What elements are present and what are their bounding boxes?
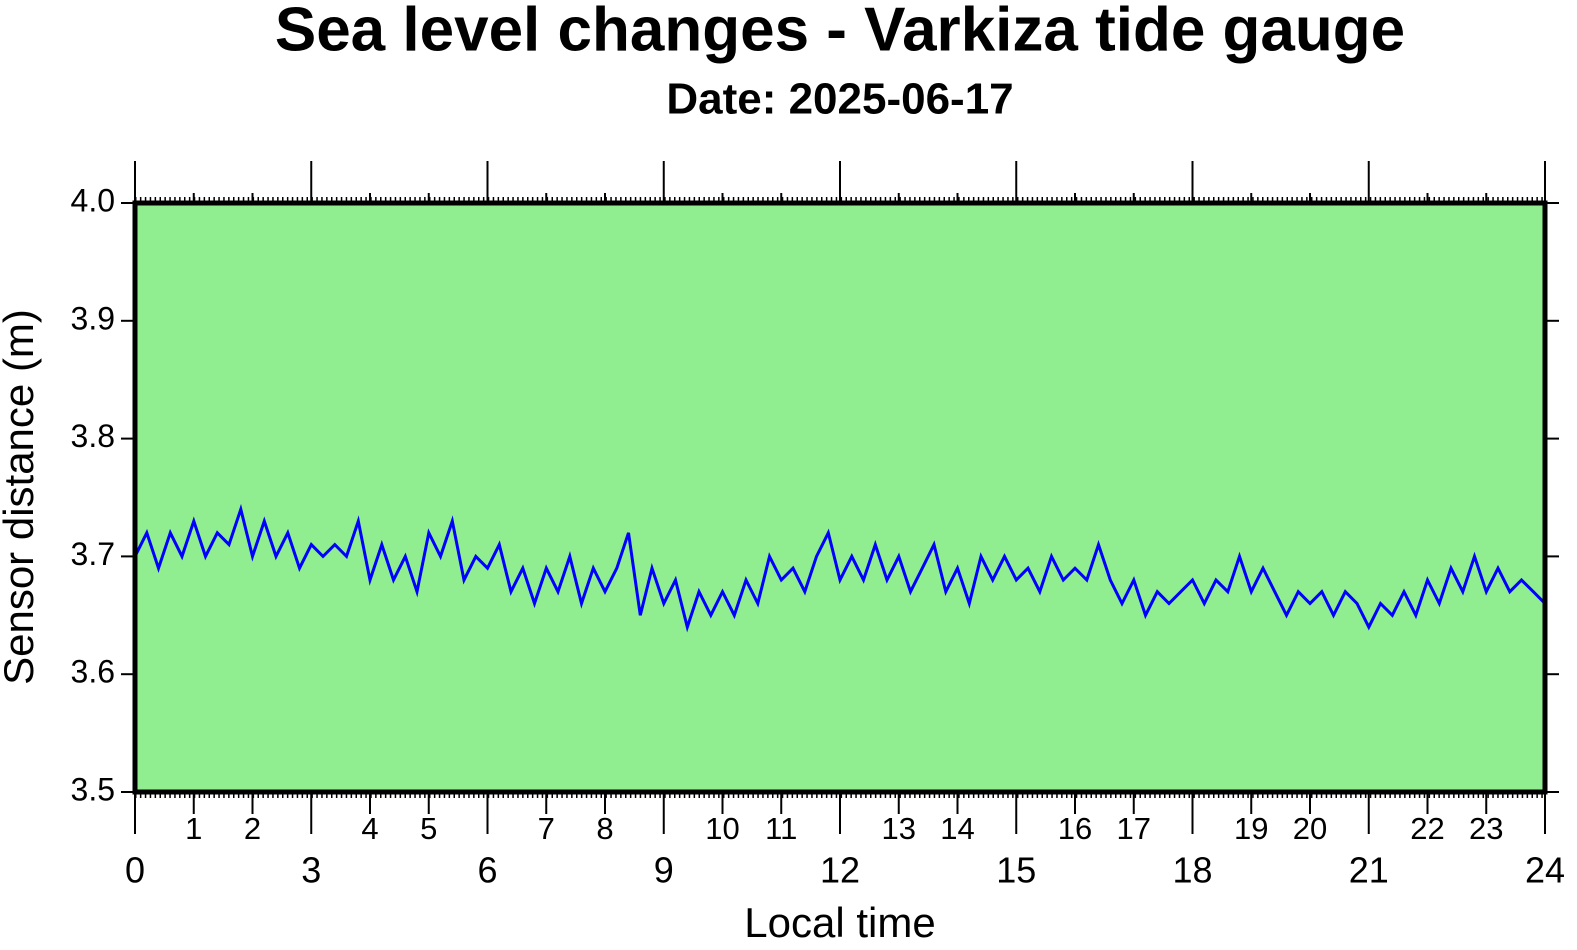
x-tick-label: 15 xyxy=(996,850,1036,891)
y-tick-label: 3.8 xyxy=(71,418,115,454)
x-tick-label: 8 xyxy=(596,811,613,846)
x-tick-label: 6 xyxy=(477,850,497,891)
x-tick-label: 24 xyxy=(1525,850,1565,891)
y-tick-label: 3.9 xyxy=(71,300,115,336)
x-tick-label: 2 xyxy=(244,811,261,846)
x-tick-label: 3 xyxy=(301,850,321,891)
y-tick-label: 3.5 xyxy=(71,771,115,807)
y-tick-label: 3.7 xyxy=(71,536,115,572)
data-line xyxy=(133,503,1547,633)
chart-subtitle: Date: 2025-06-17 xyxy=(666,75,1013,124)
x-tick-label: 5 xyxy=(420,811,437,846)
x-tick-label: 22 xyxy=(1410,811,1444,846)
x-tick-label: 16 xyxy=(1058,811,1092,846)
x-tick-label: 17 xyxy=(1117,811,1151,846)
x-tick-label: 19 xyxy=(1234,811,1268,846)
x-tick-label: 9 xyxy=(654,850,674,891)
x-tick-label: 14 xyxy=(940,811,974,846)
chart-title: Sea level changes - Varkiza tide gauge xyxy=(275,0,1405,64)
x-axis-label: Local time xyxy=(744,899,935,946)
y-tick-label: 3.6 xyxy=(71,654,115,690)
x-tick-label: 21 xyxy=(1349,850,1389,891)
x-tick-label: 23 xyxy=(1469,811,1503,846)
plot-background xyxy=(135,203,1545,792)
x-tick-label: 20 xyxy=(1293,811,1327,846)
x-tick-label: 12 xyxy=(820,850,860,891)
x-tick-label: 0 xyxy=(125,850,145,891)
y-axis-label: Sensor distance (m) xyxy=(0,309,42,685)
x-tick-label: 18 xyxy=(1172,850,1212,891)
x-tick-label: 4 xyxy=(361,811,378,846)
x-tick-label: 11 xyxy=(765,811,797,846)
x-tick-label: 7 xyxy=(538,811,555,846)
plot-frame xyxy=(132,200,1548,795)
x-tick-label: 1 xyxy=(185,811,202,846)
x-tick-label: 13 xyxy=(882,811,916,846)
y-tick-label: 4.0 xyxy=(71,182,115,218)
x-tick-label: 10 xyxy=(705,811,739,846)
